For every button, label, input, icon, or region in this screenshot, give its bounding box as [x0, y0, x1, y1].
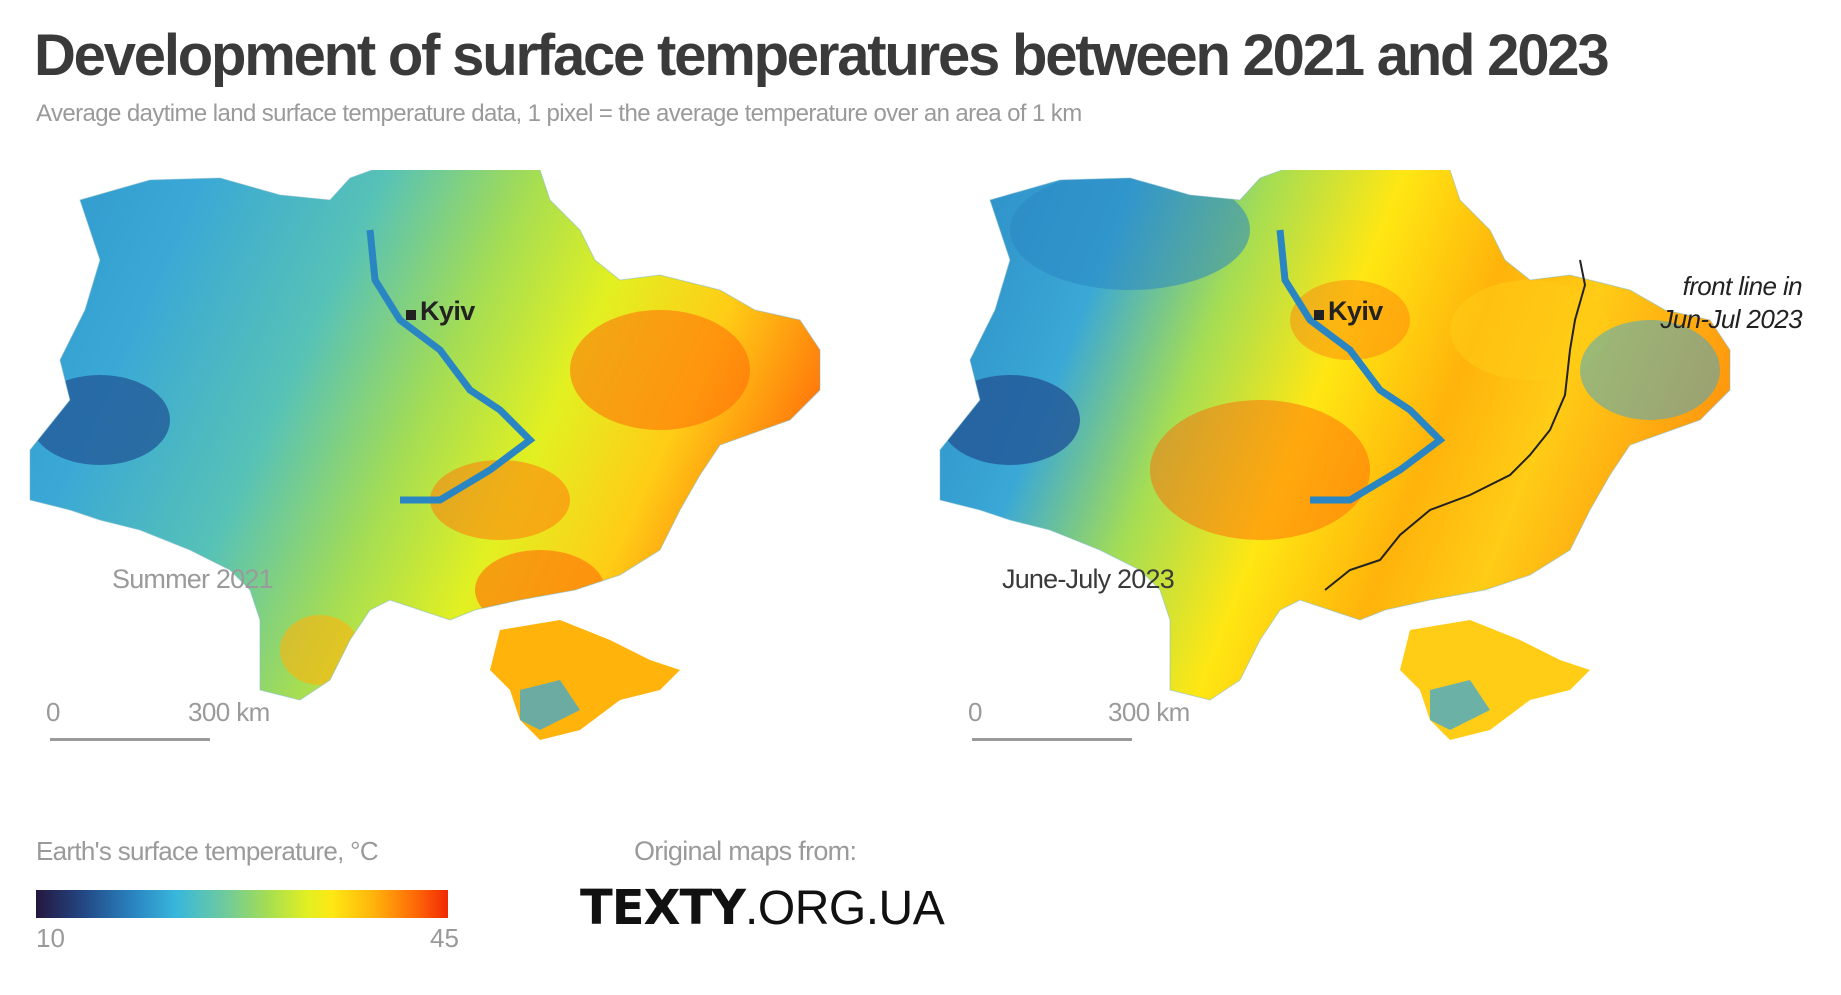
legend-color-bar	[36, 890, 448, 918]
front-line-annotation: front line in Jun-Jul 2023	[1652, 270, 1802, 336]
kyiv-label: Kyiv	[1328, 296, 1383, 326]
kyiv-marker	[406, 310, 416, 320]
kyiv-label: Kyiv	[420, 296, 475, 326]
logo-bold-part: TEXTY	[580, 880, 746, 936]
map-summer-2021	[29, 170, 821, 740]
period-label-2021: Summer 2021	[112, 564, 274, 594]
scale-bar	[50, 738, 210, 741]
page-subtitle: Average daytime land surface temperature…	[36, 100, 1082, 127]
legend-max-label: 45	[430, 923, 459, 953]
front-line-annotation-line2: Jun-Jul 2023	[1660, 304, 1802, 334]
scale-zero-label: 0	[46, 697, 60, 727]
scale-zero-label: 0	[968, 697, 982, 727]
texty-logo: TEXTY.ORG.UA	[580, 880, 945, 936]
front-line	[1324, 259, 1587, 591]
logo-rest-part: .ORG.UA	[745, 882, 945, 935]
page-title: Development of surface temperatures betw…	[34, 23, 1610, 88]
source-label: Original maps from:	[634, 836, 857, 866]
front-line-annotation-line1: front line in	[1682, 271, 1803, 301]
scale-end-label: 300 km	[1108, 697, 1190, 727]
scale-bar	[972, 738, 1132, 741]
period-label-2023: June-July 2023	[1002, 564, 1175, 594]
scale-end-label: 300 km	[188, 697, 270, 727]
kyiv-marker	[1314, 310, 1324, 320]
legend-min-label: 10	[36, 923, 65, 953]
legend-title: Earth's surface temperature, °C	[36, 836, 379, 866]
map-june-july-2023	[939, 170, 1731, 740]
